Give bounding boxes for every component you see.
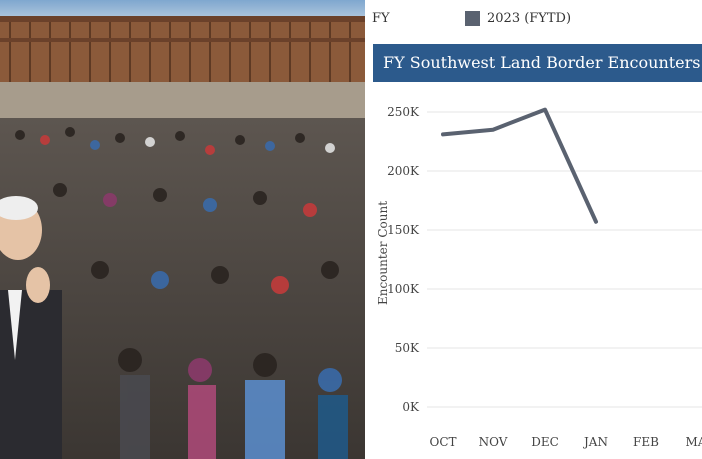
x-tick-label: DEC [531, 435, 559, 449]
y-tick-label: 200K [387, 164, 420, 178]
border-wall [0, 16, 365, 82]
crowd-bodies [120, 375, 348, 459]
y-tick-label: 50K [395, 341, 420, 355]
crowd-heads [15, 127, 342, 392]
embankment [0, 82, 365, 122]
y-tick-label: 250K [387, 105, 420, 119]
x-tick-label: JAN [582, 435, 608, 449]
chart-title: FY Southwest Land Border Encounters by M… [373, 44, 702, 82]
crowd-photo-art [0, 0, 365, 459]
person-foreground [0, 196, 62, 459]
x-tick-label: FEB [633, 435, 659, 449]
x-tick-label: OCT [429, 435, 456, 449]
wall-top-rail [0, 16, 365, 22]
legend-series-label: 2023 (FYTD) [487, 11, 572, 26]
y-tick-label: 150K [387, 223, 420, 237]
legend-prefix: FY [372, 11, 390, 26]
legend-swatch [465, 11, 480, 26]
wall-mid-rail [0, 38, 365, 42]
wall-slats [9, 18, 351, 82]
y-axis-label: Encounter Count [376, 201, 390, 305]
series-line-2023 [441, 107, 598, 224]
x-tick-label: NOV [479, 435, 508, 449]
y-tick-label: 0K [402, 400, 420, 414]
crowd-photo [0, 0, 365, 459]
x-tick-label: MA [686, 435, 702, 449]
y-tick-label: 100K [387, 282, 420, 296]
chart-panel: FY 2023 (FYTD) FY Southwest Land Border … [365, 0, 702, 459]
